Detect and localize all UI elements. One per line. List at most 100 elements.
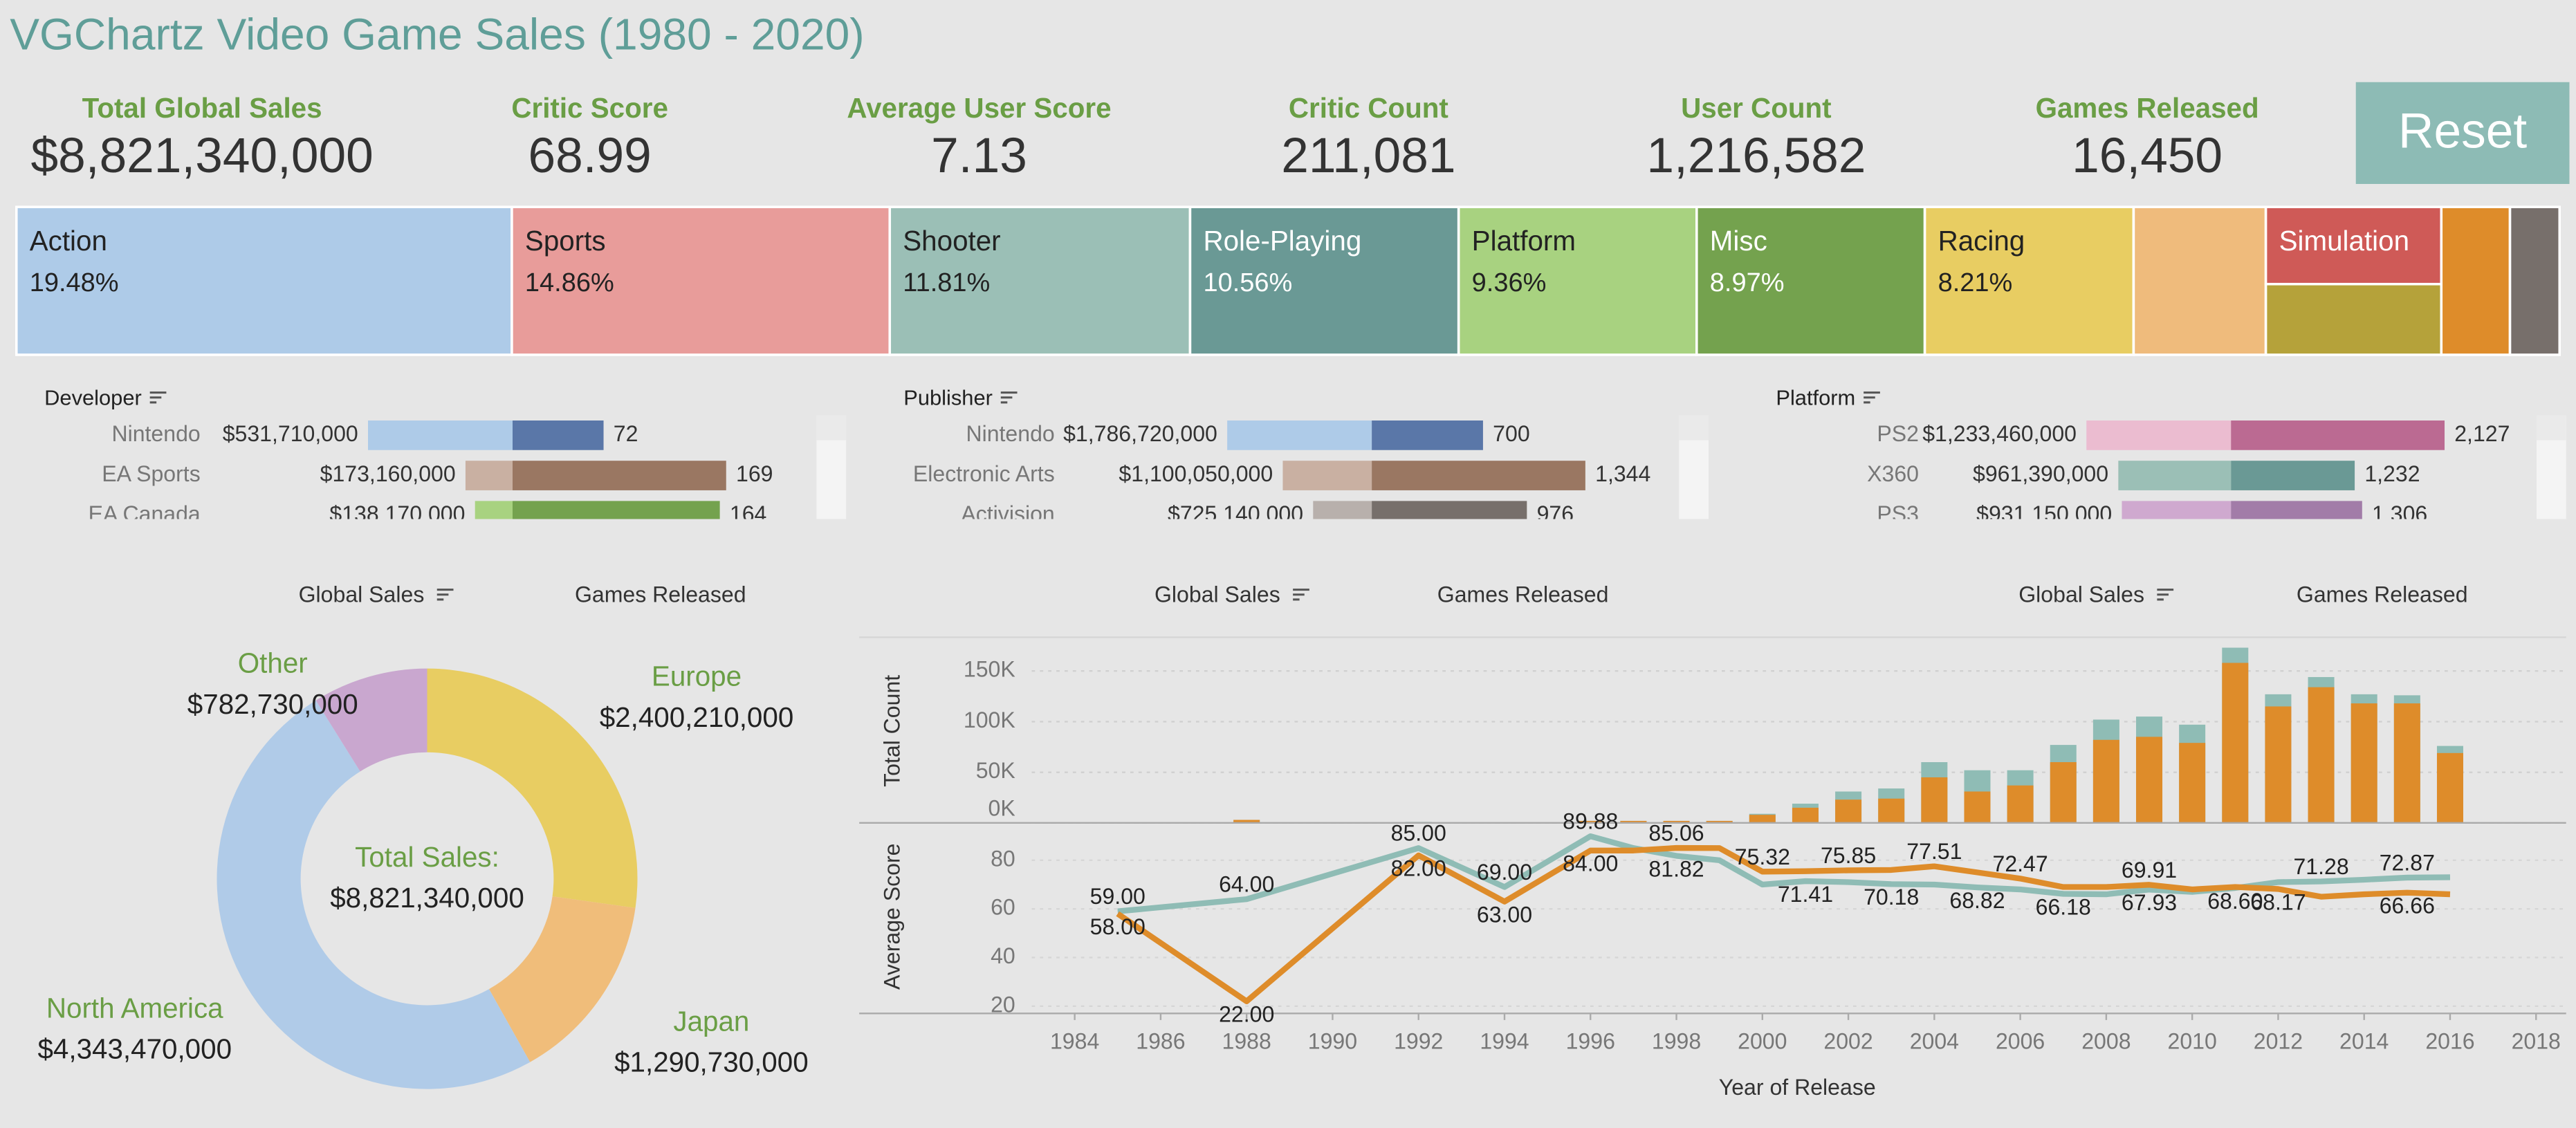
sort-icon[interactable] xyxy=(1864,391,1880,404)
sales-bar[interactable] xyxy=(2118,461,2232,490)
bar[interactable] xyxy=(1835,799,1862,823)
score-line[interactable] xyxy=(1116,844,2451,1004)
toggle[interactable]: Global Sales xyxy=(2018,582,2144,607)
bar[interactable] xyxy=(1706,820,1733,823)
count-bar[interactable] xyxy=(2231,461,2355,490)
treemap-cell[interactable] xyxy=(2508,205,2561,356)
toggle[interactable]: Games Released xyxy=(2297,582,2468,607)
treemap-cell[interactable] xyxy=(510,205,892,356)
treemap-cell[interactable] xyxy=(1695,205,1926,356)
count-bar[interactable] xyxy=(1372,501,1527,530)
count-bar[interactable] xyxy=(513,461,726,490)
bar[interactable] xyxy=(1749,815,1776,823)
bar[interactable] xyxy=(2050,761,2077,823)
bar[interactable] xyxy=(2222,663,2249,823)
toggle[interactable]: Global Sales xyxy=(1154,582,1280,607)
bar[interactable] xyxy=(1577,820,1604,823)
slice-category: Japan xyxy=(673,1005,749,1037)
treemap-cell[interactable] xyxy=(2132,205,2267,356)
bar[interactable] xyxy=(1964,791,1991,823)
count-label: 72 xyxy=(614,421,638,446)
bar[interactable] xyxy=(2092,739,2119,823)
sales-bar[interactable] xyxy=(1313,501,1372,530)
sales-bar[interactable] xyxy=(368,420,513,450)
score-line[interactable] xyxy=(1117,833,2451,914)
bar[interactable] xyxy=(1792,807,1819,823)
reset-button-bg[interactable] xyxy=(2355,82,2570,184)
treemap-cell[interactable] xyxy=(15,205,513,356)
count-bar[interactable] xyxy=(1372,420,1483,450)
kpi-value: 211,081 xyxy=(1281,129,1455,183)
treemap-category: Sports xyxy=(525,225,606,257)
kpi-value: 16,450 xyxy=(2072,129,2223,183)
x-tick-label: 1986 xyxy=(1136,1029,1185,1054)
point-label: 82.00 xyxy=(1391,856,1446,881)
treemap-cell[interactable] xyxy=(1923,205,2135,356)
bar[interactable] xyxy=(2393,703,2420,823)
point-label: 75.85 xyxy=(1821,843,1876,868)
scrollbar-thumb[interactable] xyxy=(816,415,847,441)
bar[interactable] xyxy=(2265,706,2292,823)
treemap-category: Racing xyxy=(1938,225,2025,257)
scrollbar-thumb[interactable] xyxy=(2536,415,2566,441)
treemap-category: Shooter xyxy=(903,225,1000,257)
toggle[interactable]: Games Released xyxy=(1437,582,1609,607)
sort-icon[interactable] xyxy=(1293,589,1309,601)
bar[interactable] xyxy=(2007,785,2034,823)
sales-bar[interactable] xyxy=(1282,461,1372,490)
treemap-cell[interactable] xyxy=(888,205,1192,356)
sales-label: $531,710,000 xyxy=(223,421,358,446)
bar[interactable] xyxy=(1620,820,1647,823)
count-bar[interactable] xyxy=(513,501,720,530)
slice-value: $4,343,470,000 xyxy=(37,1033,232,1065)
row-label: X360 xyxy=(1867,461,1919,486)
sort-icon[interactable] xyxy=(436,589,454,601)
sort-icon[interactable] xyxy=(2157,589,2174,601)
toggle[interactable]: Games Released xyxy=(575,582,746,607)
sales-bar[interactable] xyxy=(1227,420,1372,450)
count-bar[interactable] xyxy=(513,420,604,450)
count-bar[interactable] xyxy=(1372,461,1585,490)
donut-slice[interactable] xyxy=(427,668,638,908)
count-bar[interactable] xyxy=(2231,420,2445,450)
sort-icon[interactable] xyxy=(149,391,167,404)
treemap-cell[interactable] xyxy=(1457,205,1698,356)
sales-bar[interactable] xyxy=(2086,420,2232,450)
treemap-value: 8.97% xyxy=(1710,268,1785,297)
donut-slice[interactable] xyxy=(217,700,531,1089)
bar[interactable] xyxy=(1663,820,1690,823)
treemap-cell[interactable] xyxy=(2264,282,2443,356)
point-label: 68.82 xyxy=(1949,888,2005,913)
kpi-value: 1,216,582 xyxy=(1646,129,1866,183)
sales-bar[interactable] xyxy=(2122,501,2232,530)
kpi-label: Total Global Sales xyxy=(82,92,322,124)
count-bar[interactable] xyxy=(2231,501,2362,530)
row-label: Electronic Arts xyxy=(913,461,1055,486)
bar[interactable] xyxy=(2436,752,2463,823)
scrollbar-thumb[interactable] xyxy=(1679,415,1709,441)
toggle[interactable]: Global Sales xyxy=(299,582,425,607)
point-label: 71.41 xyxy=(1778,882,1833,907)
donut-slice[interactable] xyxy=(315,668,427,772)
bar[interactable] xyxy=(2308,687,2335,823)
bar[interactable] xyxy=(2136,737,2163,823)
point-label: 84.00 xyxy=(1563,851,1618,876)
reset-label[interactable]: Reset xyxy=(2398,104,2527,159)
sales-bar[interactable] xyxy=(475,501,513,530)
bar-rows: PS2 $1,233,460,000 2,127 X360 $961,390,000 1,… xyxy=(1867,420,2510,530)
sales-bar[interactable] xyxy=(465,461,513,490)
sort-icon[interactable] xyxy=(1000,391,1018,404)
treemap-cell[interactable] xyxy=(2440,205,2512,356)
reset-button[interactable]: Reset xyxy=(2355,82,2570,184)
bar[interactable] xyxy=(2350,703,2377,823)
point-label: 70.18 xyxy=(1864,885,1919,909)
bar[interactable] xyxy=(1878,798,1905,823)
count-label: 2,127 xyxy=(2454,421,2510,446)
donut-slice[interactable] xyxy=(489,896,636,1062)
bar[interactable] xyxy=(1233,820,1260,823)
bar[interactable] xyxy=(1921,777,1948,823)
treemap-cell[interactable] xyxy=(2264,205,2443,286)
treemap-cell[interactable] xyxy=(1188,205,1460,356)
bar[interactable] xyxy=(2179,743,2206,823)
